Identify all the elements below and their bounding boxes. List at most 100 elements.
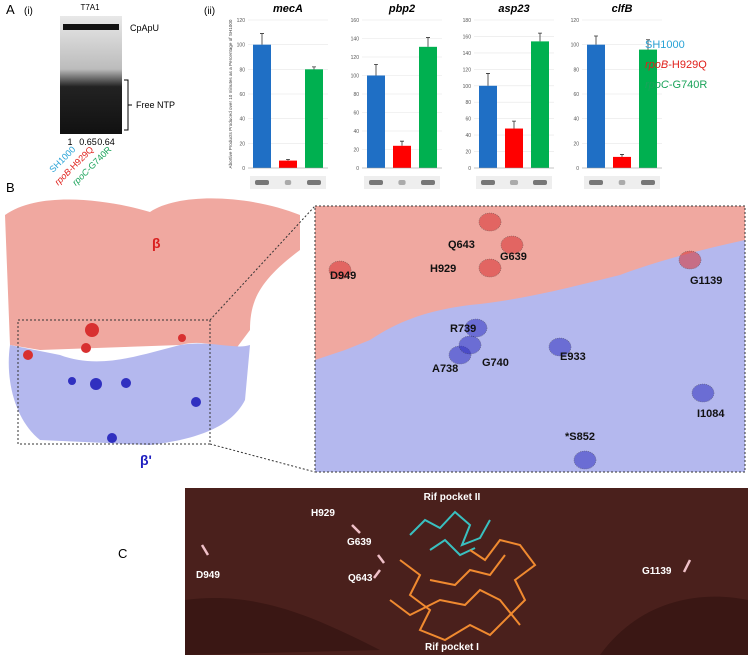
bar (587, 44, 605, 168)
panel-label: B (6, 180, 15, 195)
chart-title: clfB (612, 3, 633, 15)
residue-label: D949 (196, 570, 220, 581)
chart-title: pbp2 (388, 3, 415, 15)
band-label: Free NTP (136, 100, 175, 110)
strain-label: rpoC-G740R (645, 79, 707, 91)
y-tick-label: 0 (576, 166, 579, 172)
y-tick-label: 160 (351, 18, 360, 24)
bar (253, 44, 271, 168)
y-tick-label: 40 (465, 133, 471, 139)
residue-label: Q643 (348, 573, 373, 584)
y-tick-label: 100 (571, 43, 580, 49)
band-label: CpApU (130, 23, 159, 33)
bar (613, 156, 631, 168)
error-bar (286, 158, 290, 161)
y-tick-label: 60 (465, 117, 471, 123)
residue-label: *S852 (565, 431, 595, 443)
zoom-box (17, 319, 211, 445)
pocket-label: Rif pocket I (425, 642, 479, 653)
y-axis-label: Abortive Products Produced over 10 minut… (228, 19, 233, 168)
y-tick-label: 100 (237, 43, 246, 49)
subunit-label: β (152, 235, 161, 251)
y-tick-label: 40 (239, 117, 245, 123)
y-tick-label: 180 (463, 18, 472, 24)
y-tick-label: 120 (571, 18, 580, 24)
y-tick-label: 80 (353, 92, 359, 98)
strain-mutation: SH1000 (645, 39, 685, 51)
residue-label: R739 (450, 323, 476, 335)
ratio: 1 (67, 137, 72, 147)
residue-blob (548, 337, 572, 357)
residue-blob (500, 235, 524, 255)
y-tick-label: 80 (573, 67, 579, 73)
residue-label: Q643 (448, 239, 475, 251)
y-tick-label: 120 (237, 18, 246, 24)
residue-label: D949 (330, 270, 356, 282)
gel-band (63, 24, 119, 30)
error-bar (646, 39, 650, 50)
strain-label: SH1000 (645, 39, 685, 51)
residue-label: A738 (432, 363, 458, 375)
y-tick-label: 120 (351, 55, 360, 61)
y-tick-label: 0 (468, 166, 471, 172)
y-tick-label: 0 (242, 166, 245, 172)
gel-strip (584, 176, 660, 189)
residue-label: H929 (311, 508, 335, 519)
error-bar (486, 73, 490, 86)
error-bar (512, 120, 516, 129)
y-tick-label: 160 (463, 34, 472, 40)
sub-label: (i) (24, 6, 33, 17)
y-tick-label: 140 (463, 51, 472, 57)
ratio: 0.65 (79, 137, 97, 147)
bar (305, 69, 323, 168)
residue-label: E933 (560, 351, 586, 363)
error-bar (426, 37, 430, 47)
bar (419, 46, 437, 169)
gel-strip (476, 176, 552, 189)
bar (479, 85, 497, 168)
panel-label: A (6, 2, 15, 17)
y-tick-label: 40 (573, 117, 579, 123)
y-tick-label: 60 (573, 92, 579, 98)
promoter: T7A1 (80, 3, 100, 12)
bar (531, 41, 549, 168)
residue-label: G639 (347, 537, 372, 548)
y-tick-label: 20 (239, 141, 245, 147)
ratio: 0.64 (97, 137, 115, 147)
residue-blob (458, 335, 482, 355)
residue-blob (478, 212, 502, 232)
strain-mutation: -H929Q (668, 59, 707, 71)
strain-mutation: -G740R (669, 79, 708, 91)
gel-strip (364, 176, 440, 189)
error-bar (620, 154, 624, 157)
error-bar (538, 32, 542, 42)
gel-strip (250, 176, 326, 189)
beta-prime-surface (8, 343, 250, 445)
residue-label: I1084 (697, 408, 725, 420)
y-tick-label: 60 (239, 92, 245, 98)
residue-blob (478, 258, 502, 278)
y-tick-label: 20 (465, 150, 471, 156)
y-tick-label: 100 (463, 84, 472, 90)
residue-label: G1139 (690, 275, 722, 287)
residue-blob (691, 383, 715, 403)
strain-label: rpoB-H929Q (645, 59, 707, 71)
y-tick-label: 0 (356, 166, 359, 172)
zoom-beta (315, 206, 745, 360)
y-tick-label: 120 (463, 67, 472, 73)
y-tick-label: 140 (351, 37, 360, 43)
bar (279, 160, 297, 168)
subunit-label: β' (140, 452, 152, 468)
chart-title: asp23 (498, 3, 529, 15)
bracket (124, 79, 132, 131)
panel-label: C (118, 546, 127, 561)
residue-label: G639 (500, 251, 527, 263)
error-bar (400, 140, 404, 146)
y-tick-label: 80 (465, 100, 471, 106)
y-tick-label: 60 (353, 111, 359, 117)
y-tick-label: 40 (353, 129, 359, 135)
residue-label: G1139 (642, 566, 672, 577)
y-tick-label: 100 (351, 74, 360, 80)
y-tick-label: 20 (573, 141, 579, 147)
